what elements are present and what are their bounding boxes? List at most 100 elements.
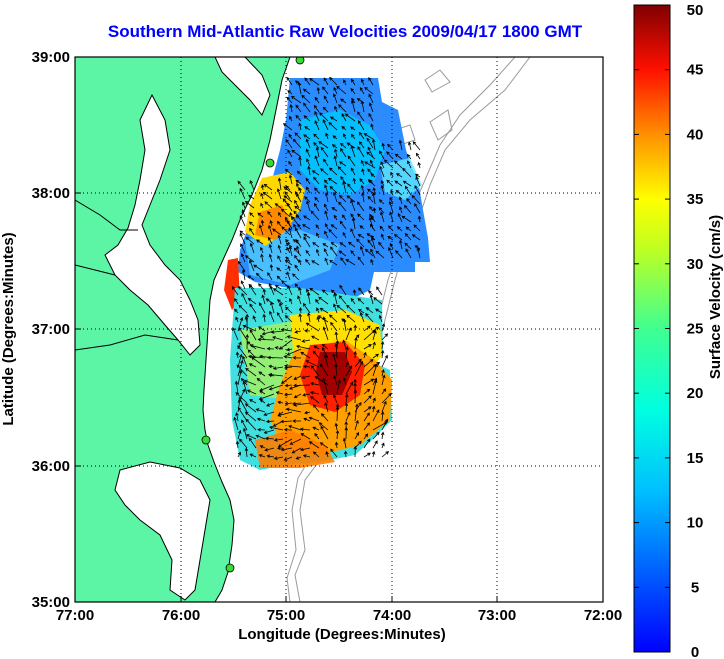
velocity-arrow [277,220,282,227]
velocity-arrow [389,196,394,205]
velocity-arrow [335,429,340,440]
velocity-arrow [354,440,362,449]
velocity-arrow [334,148,338,158]
velocity-arrow [242,355,248,368]
velocity-arrow [235,351,240,359]
velocity-arrow [341,126,347,131]
velocity-arrow [268,224,273,236]
velocity-arrow [379,165,385,178]
velocity-arrow [311,170,320,176]
velocity-arrow [239,215,246,227]
x-axis-label: Longitude (Degrees:Minutes) [238,626,446,643]
x-tick-label: 74:00 [373,607,411,624]
velocity-arrow [347,241,356,248]
velocity-arrow [303,417,311,422]
velocity-arrow [267,272,273,281]
velocity-arrow [320,168,329,176]
velocity-arrow [258,224,264,236]
velocity-arrow [333,394,338,404]
velocity-arrow [285,185,291,191]
velocity-arrow [376,286,383,296]
y-tick-label: 39:00 [32,49,70,66]
velocity-arrow [309,78,320,86]
velocity-arrow [370,236,376,250]
velocity-arrow [302,364,311,369]
velocity-arrow [337,166,347,176]
velocity-arrow [249,227,255,236]
velocity-arrow [294,264,300,272]
velocity-arrow [396,173,403,178]
velocity-arrow [363,388,371,395]
velocity-arrow [336,379,341,395]
velocity-arrow [381,418,388,431]
velocity-arrow [323,248,329,257]
velocity-arrow [330,448,338,458]
velocity-arrow [350,167,356,176]
velocity-arrow [320,363,329,377]
velocity-arrow [248,221,255,227]
velocity-arrow [367,146,374,158]
velocity-arrow [328,314,338,323]
velocity-arrow [231,286,239,296]
velocity-arrow [354,358,362,368]
velocity-arrow [276,188,282,200]
james-river [75,334,179,351]
velocity-arrow [401,215,412,223]
velocity-arrow [310,210,320,221]
velocity-arrow [356,238,365,248]
velocity-arrow [243,379,257,386]
velocity-arrow [359,311,365,323]
velocity-arrow [360,78,365,86]
velocity-arrow [235,392,248,404]
velocity-arrow [261,294,266,305]
velocity-arrow [314,376,329,386]
velocity-arrow [395,250,403,259]
velocity-arrow [235,412,239,422]
velocity-arrow [314,432,320,440]
velocity-arrow [275,391,284,395]
velocity-arrow [312,242,320,248]
velocity-arrow [269,285,275,296]
velocity-arrow [294,330,302,334]
velocity-arrow [323,354,329,368]
velocity-arrow [289,103,293,113]
velocity-arrow [234,298,239,305]
velocity-arrow [318,296,329,305]
velocity-arrow [332,191,338,203]
velocity-arrow [314,110,320,122]
velocity-arrow [333,292,338,305]
velocity-arrow [300,351,311,359]
velocity-arrow [329,116,338,122]
velocity-arrow [372,421,388,431]
velocity-arrow [368,112,374,122]
velocity-arrow [416,247,421,259]
velocity-arrow [350,199,356,212]
velocity-arrow [305,177,311,185]
velocity-arrow [327,177,338,185]
colorbar-tick-label: 25 [687,321,704,338]
velocity-arrow [251,356,266,368]
velocity-arrow [379,225,385,232]
velocity-arrow [260,219,265,227]
velocity-arrow [370,258,374,266]
velocity-arrow [366,233,374,239]
y-tick-label: 38:00 [32,185,70,202]
velocity-arrow [406,198,412,205]
velocity-arrow [244,447,249,458]
velocity-arrow [361,168,365,176]
velocity-arrow [371,215,376,223]
velocity-arrow [260,246,264,254]
velocity-arrow [359,225,365,230]
colorbar-tick-label: 35 [687,191,704,208]
velocity-arrow [269,263,274,272]
velocity-arrow [334,105,338,113]
velocity-arrow [405,226,412,232]
velocity-arrow [364,161,376,169]
velocity-arrow [302,88,311,95]
velocity-arrow [290,95,302,104]
velocity-arrow [373,297,383,305]
velocity-arrow [353,445,358,458]
velocity-arrow [324,184,329,194]
velocity-arrow [334,363,338,377]
x-tick-label: 72:00 [584,607,622,624]
